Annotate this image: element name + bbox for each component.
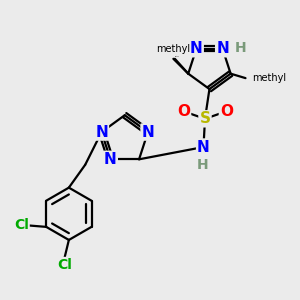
- Text: N: N: [95, 124, 108, 140]
- Text: O: O: [220, 104, 233, 119]
- Text: Cl: Cl: [57, 258, 72, 272]
- Text: N: N: [190, 41, 203, 56]
- Text: O: O: [177, 104, 190, 119]
- Text: S: S: [200, 111, 211, 126]
- Text: N: N: [216, 41, 229, 56]
- Text: methyl: methyl: [252, 73, 286, 83]
- Text: N: N: [104, 152, 117, 167]
- Text: methyl: methyl: [175, 56, 180, 57]
- Text: methyl: methyl: [156, 44, 190, 54]
- Text: N: N: [197, 140, 210, 154]
- Text: H: H: [235, 41, 247, 55]
- Text: Cl: Cl: [14, 218, 29, 233]
- Text: methyl: methyl: [171, 52, 176, 53]
- Text: H: H: [197, 158, 209, 172]
- Text: N: N: [142, 124, 154, 140]
